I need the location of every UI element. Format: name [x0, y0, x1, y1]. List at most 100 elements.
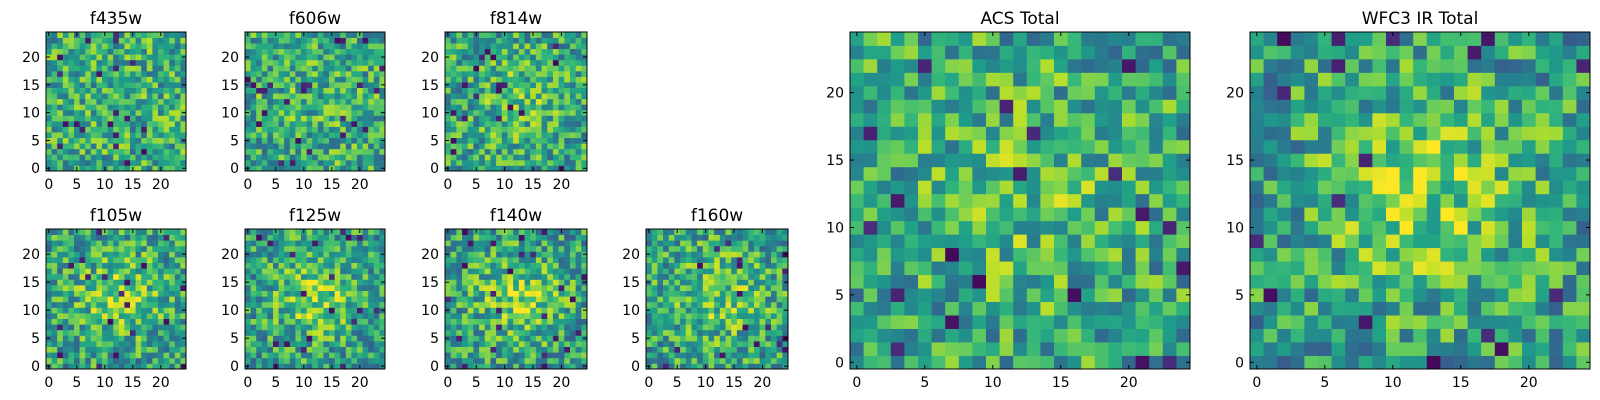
y-tick-label: 10 — [22, 106, 40, 122]
heatmap-cell — [334, 329, 341, 336]
heatmap-cell — [141, 290, 148, 297]
heatmap-cell — [541, 59, 548, 66]
heatmap-cell — [501, 357, 508, 364]
heatmap-cell — [467, 251, 474, 258]
heatmap-cell — [340, 115, 347, 122]
heatmap-cell — [685, 240, 692, 247]
x-tick-label: 5 — [673, 375, 682, 391]
heatmap-cell — [479, 363, 486, 370]
heatmap-cell — [57, 154, 64, 161]
heatmap-cell — [152, 268, 159, 275]
heatmap-cell — [62, 318, 69, 325]
heatmap-cell — [174, 245, 181, 252]
heatmap-cell — [972, 220, 987, 235]
heatmap-cell — [569, 143, 577, 150]
heatmap-cell — [329, 285, 335, 291]
heatmap-cell — [368, 76, 375, 83]
heatmap-cell — [496, 290, 503, 297]
heatmap-cell — [719, 251, 726, 258]
heatmap-cell — [68, 82, 75, 88]
heatmap-cell — [473, 48, 480, 55]
heatmap-cell — [118, 76, 125, 83]
heatmap-cell — [267, 109, 274, 116]
heatmap-cell — [484, 126, 491, 133]
heatmap-cell — [507, 43, 514, 50]
x-tick-label: 0 — [243, 375, 252, 391]
x-tick-label: 0 — [243, 177, 252, 193]
heatmap-cell — [79, 70, 86, 77]
heatmap-cell — [552, 143, 559, 150]
heatmap-cell — [1122, 274, 1136, 289]
heatmap-cell — [174, 234, 181, 241]
heatmap-cell — [158, 313, 164, 319]
heatmap-cell — [74, 324, 80, 331]
heatmap-cell — [736, 234, 743, 241]
heatmap-cell — [575, 307, 582, 314]
heatmap-cell — [1026, 193, 1041, 208]
heatmap-cell — [518, 70, 525, 77]
heatmap-cell — [289, 165, 296, 172]
heatmap-cell — [301, 148, 307, 155]
heatmap-cell — [999, 166, 1014, 181]
heatmap-cell — [250, 98, 257, 105]
heatmap-cell — [564, 335, 571, 342]
heatmap-cell — [107, 357, 114, 364]
heatmap-cell — [702, 245, 709, 252]
heatmap-cell — [462, 313, 469, 319]
heatmap-cell — [776, 324, 783, 331]
heatmap-cell — [289, 32, 296, 38]
heatmap-cell — [513, 154, 520, 161]
heatmap-cell — [575, 229, 582, 235]
heatmap-cell — [501, 268, 508, 275]
heatmap-cell — [340, 346, 347, 353]
heatmap-cell — [312, 115, 319, 122]
heatmap-cell — [379, 273, 386, 280]
heatmap-cell — [581, 43, 588, 50]
heatmap-cell — [90, 76, 97, 83]
heatmap-cell — [289, 132, 296, 139]
heatmap-cell — [524, 352, 531, 359]
heatmap-cell — [124, 262, 131, 269]
heatmap-cell — [174, 313, 181, 319]
heatmap-cell — [748, 229, 755, 235]
heatmap-cell — [90, 296, 97, 303]
heatmap-cell — [74, 137, 80, 144]
heatmap-cell — [169, 240, 176, 247]
heatmap-cell — [118, 285, 125, 291]
heatmap-cell — [312, 346, 319, 353]
heatmap-cell — [863, 247, 878, 262]
heatmap-cell — [180, 324, 187, 331]
heatmap-cell — [340, 279, 347, 286]
heatmap-cell — [373, 290, 380, 297]
heatmap-cell — [863, 234, 878, 249]
heatmap-cell — [850, 261, 864, 276]
heatmap-cell — [180, 93, 187, 100]
heatmap-cell — [273, 279, 279, 286]
heatmap-cell — [1081, 288, 1096, 302]
heatmap-cell — [135, 290, 142, 297]
heatmap-cell — [513, 148, 520, 155]
heatmap-cell — [135, 37, 142, 44]
heatmap-cell — [180, 48, 187, 55]
heatmap-cell — [102, 335, 108, 342]
heatmap-cell — [986, 261, 1000, 276]
heatmap-cell — [674, 352, 681, 359]
heatmap-cell — [57, 109, 64, 116]
heatmap-cell — [467, 76, 474, 83]
heatmap-cell — [256, 109, 263, 116]
heatmap-cell — [68, 37, 75, 44]
heatmap-cell — [863, 261, 878, 276]
heatmap-cell — [708, 346, 715, 353]
heatmap-cell — [340, 137, 347, 144]
heatmap-cell — [986, 301, 1000, 316]
heatmap-cell — [473, 115, 480, 122]
heatmap-cell — [379, 98, 386, 105]
heatmap-cell — [113, 143, 120, 150]
heatmap-cell — [113, 126, 120, 133]
heatmap-cell — [753, 240, 760, 247]
heatmap-cell — [945, 315, 960, 329]
heatmap-cell — [130, 43, 136, 50]
heatmap-cell — [467, 159, 474, 166]
heatmap-cell — [256, 132, 263, 139]
